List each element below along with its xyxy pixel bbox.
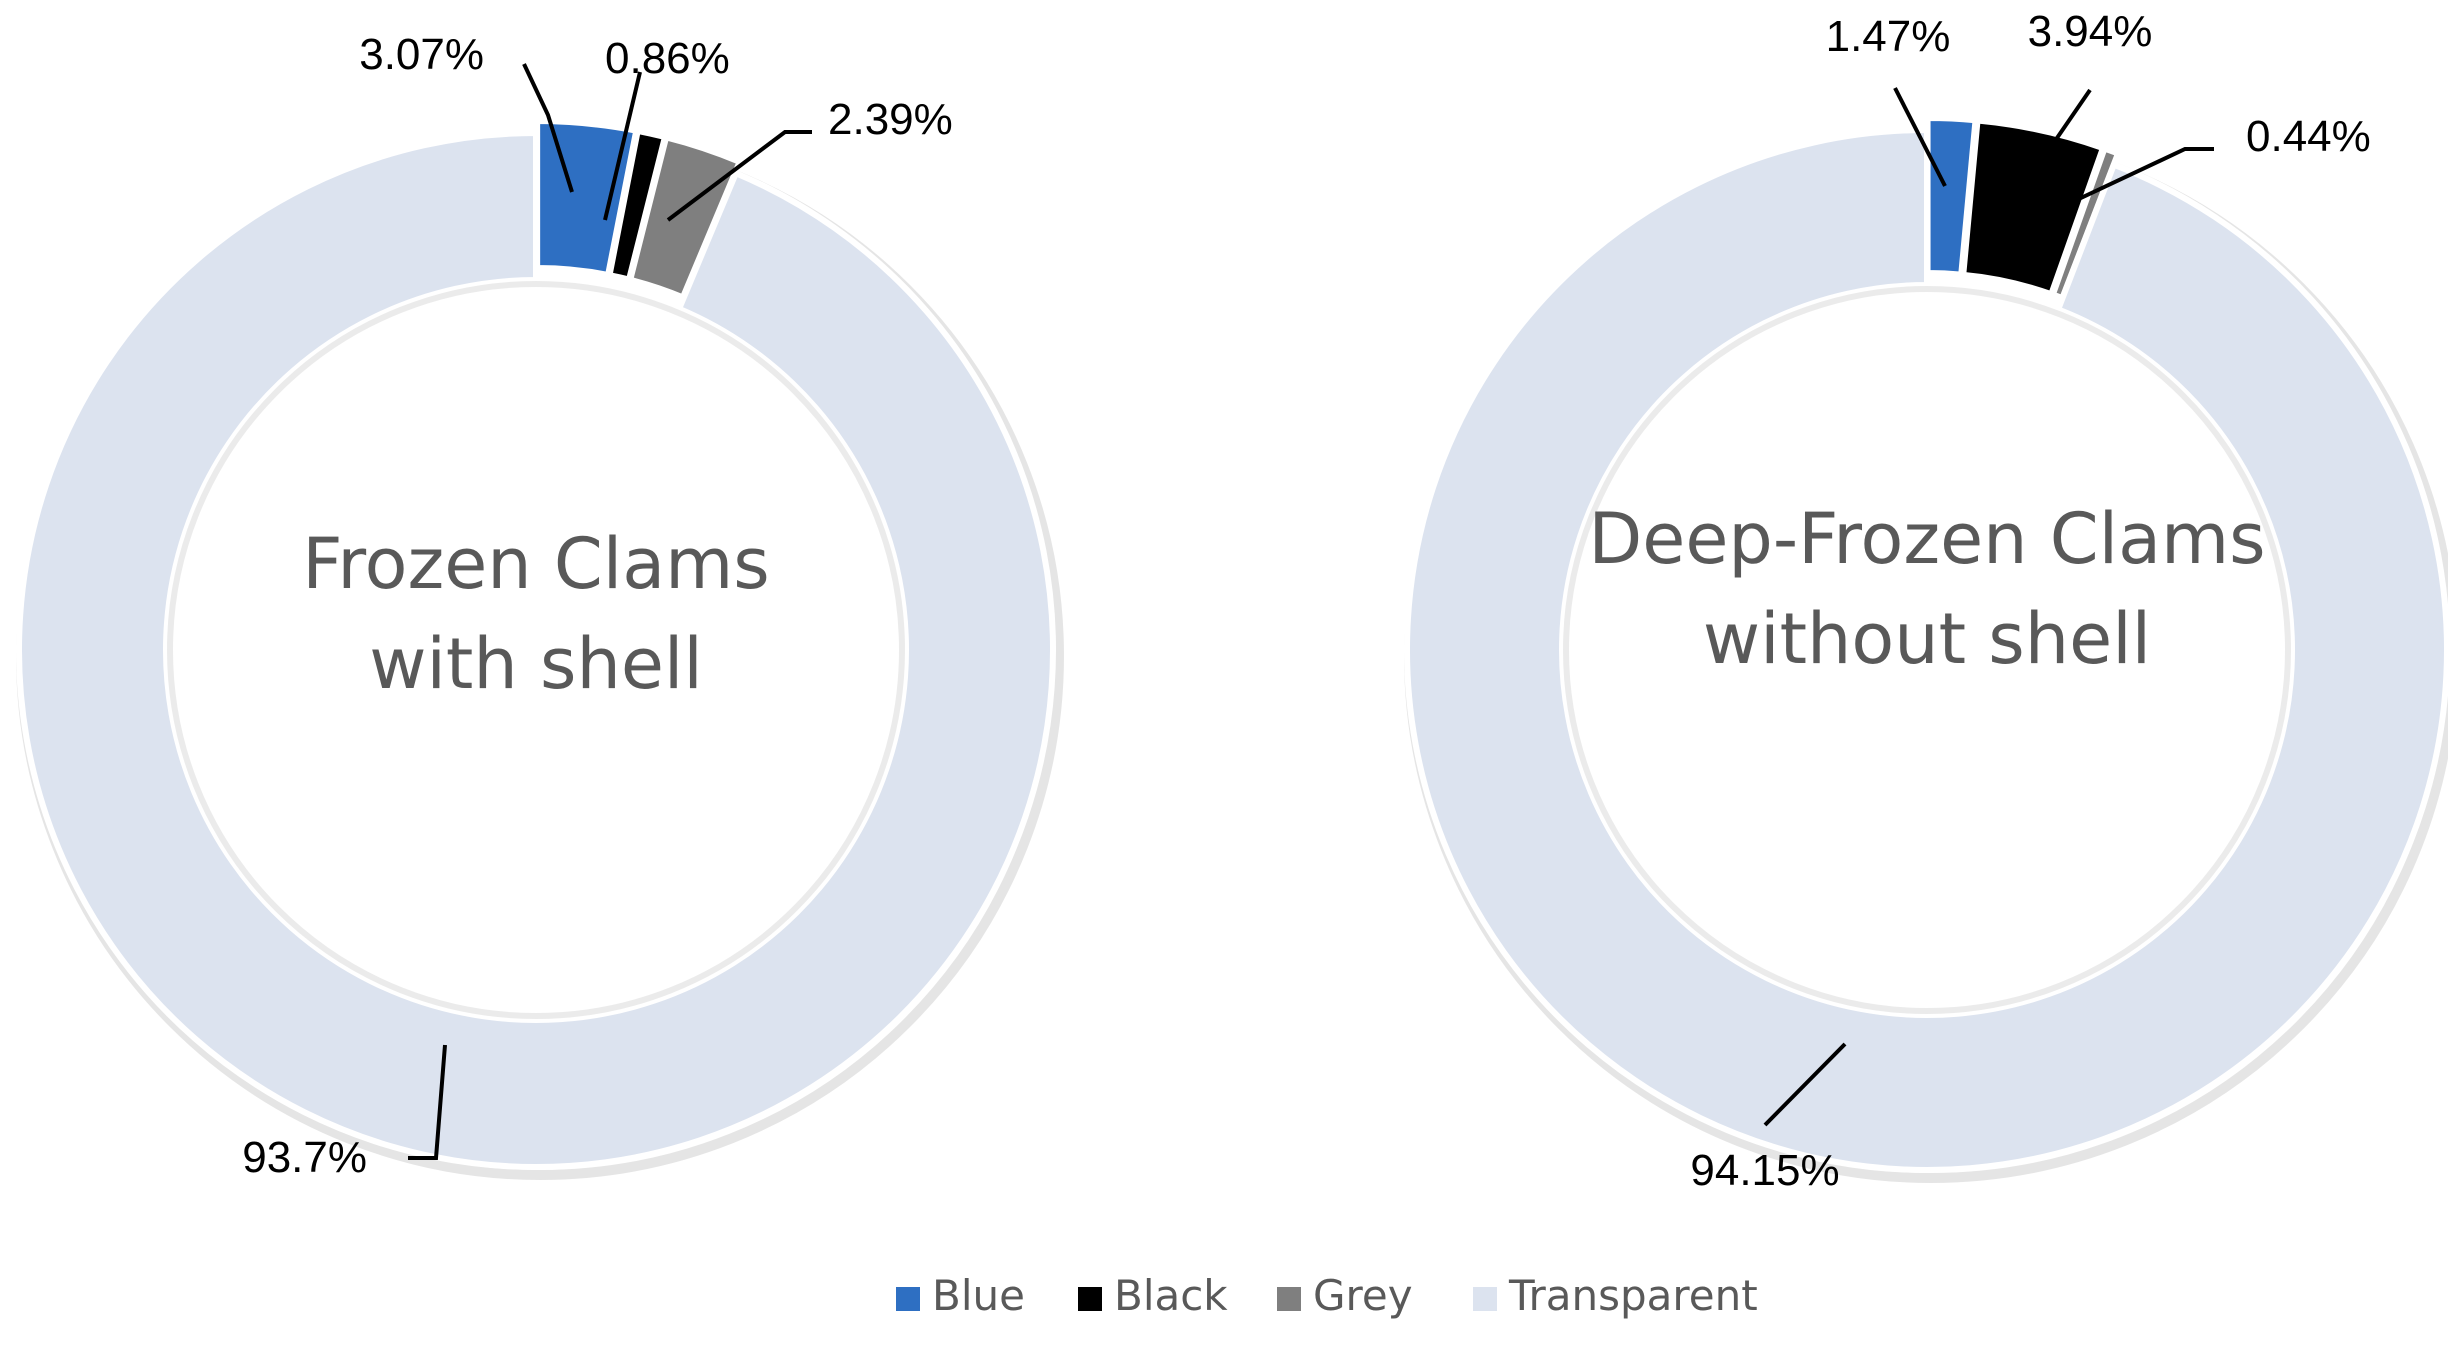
leader-line-grey	[666, 130, 812, 222]
data-label-blue: 1.47%	[1826, 12, 1951, 61]
legend-label-grey: Grey	[1313, 1271, 1413, 1320]
leader-line-transparent	[408, 1044, 447, 1160]
data-label-grey: 0.44%	[2246, 112, 2371, 161]
legend-swatch-transparent	[1473, 1287, 1497, 1311]
leader-line-blue	[522, 63, 574, 193]
donut-chart-deep-frozen-clams-without-shell: Deep-Frozen Clams without shell 1.47% 3.94%…	[1403, 7, 2448, 1195]
legend-swatch-grey	[1277, 1287, 1301, 1311]
leader-line-blue	[1893, 87, 1947, 187]
donut-hole	[1563, 286, 2291, 1014]
leader-line-transparent	[1763, 1042, 1847, 1127]
donut-chart-frozen-clams-with-shell: Frozen Clams with shell 3.07% 0.86% 2.39% 93.…	[16, 30, 1064, 1182]
data-label-black: 3.94%	[2028, 7, 2153, 56]
slice-transparent	[16, 130, 1056, 1170]
leader-line-black	[603, 71, 642, 221]
center-label-line-2: without shell	[1703, 598, 2151, 680]
data-label-blue: 3.07%	[359, 30, 484, 79]
data-label-grey: 2.39%	[828, 95, 953, 144]
legend-swatch-black	[1078, 1287, 1102, 1311]
legend-label-transparent: Transparent	[1508, 1271, 1758, 1320]
center-label-line-1: Deep-Frozen Clams	[1588, 498, 2265, 580]
data-label-transparent: 93.7%	[242, 1133, 367, 1182]
legend: Blue Black Grey Transparent	[896, 1271, 1758, 1320]
center-label-line-1: Frozen Clams	[302, 523, 770, 605]
legend-label-blue: Blue	[932, 1271, 1025, 1320]
data-label-transparent: 94.15%	[1690, 1146, 1839, 1195]
legend-label-black: Black	[1114, 1271, 1228, 1320]
leader-line-grey	[2065, 147, 2214, 207]
donut-hole	[167, 281, 905, 1019]
leader-line-black	[2033, 88, 2092, 172]
slice-transparent	[1403, 127, 2448, 1173]
data-label-black: 0.86%	[605, 34, 730, 83]
center-label-line-2: with shell	[369, 623, 703, 705]
legend-swatch-blue	[896, 1287, 920, 1311]
